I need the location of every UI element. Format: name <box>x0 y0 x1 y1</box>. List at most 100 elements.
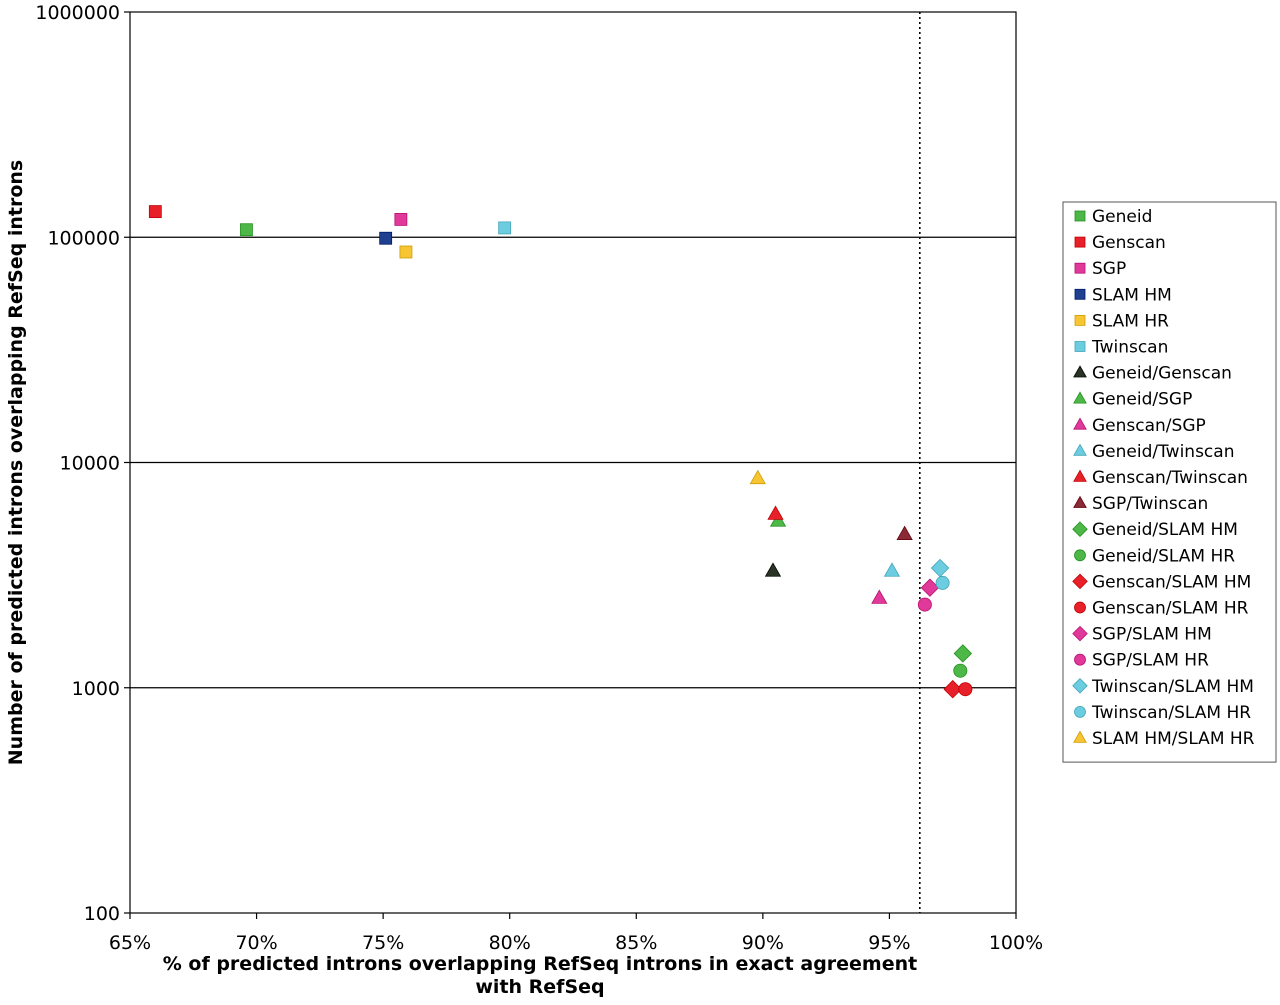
legend-label-genscan-slam-hr: Genscan/SLAM HR <box>1092 599 1249 619</box>
x-axis-title: % of predicted introns overlapping RefSe… <box>163 953 917 998</box>
point-twinscan-0 <box>498 221 512 235</box>
legend-label-geneid-genscan: Geneid/Genscan <box>1092 364 1232 384</box>
legend-item-genscan-slam-hr: Genscan/SLAM HR <box>1074 599 1249 619</box>
point-genscan-twinscan-0 <box>767 505 784 520</box>
x-tick-label-95: 95% <box>868 932 910 954</box>
legend-label-geneid-twinscan: Geneid/Twinscan <box>1092 442 1234 462</box>
point-sgp-slam-hm-0 <box>920 578 940 597</box>
legend-label-twinscan-slam-hr: Twinscan/SLAM HR <box>1091 703 1251 723</box>
point-geneid-twinscan-0 <box>883 562 901 577</box>
legend-marker-geneid <box>1074 210 1086 222</box>
point-genscan-slam-hr-0 <box>958 682 973 697</box>
legend-item-geneid-slam-hm: Geneid/SLAM HM <box>1072 520 1238 540</box>
legend-marker-twinscan <box>1074 341 1086 352</box>
legend-marker-sgp-twinscan <box>1073 495 1087 508</box>
point-twinscan-slam-hr-0 <box>935 575 950 590</box>
y-tick-label-1000: 1000 <box>72 678 120 700</box>
y-axis-title: Number of predicted introns overlapping … <box>5 160 27 765</box>
legend-marker-twinscan-slam-hr <box>1074 706 1086 718</box>
point-genscan-slam-hm-0 <box>943 680 962 699</box>
legend-item-genscan: Genscan <box>1074 233 1166 253</box>
x-tick-label-70: 70% <box>235 932 277 954</box>
y-tick-label-1000000: 1000000 <box>35 2 120 24</box>
point-geneid-genscan-0 <box>764 562 782 577</box>
y-tick-label-100: 100 <box>84 903 120 925</box>
legend-marker-slam-hm-slam-hr <box>1073 730 1087 743</box>
legend-item-geneid-sgp: Geneid/SGP <box>1073 390 1192 410</box>
legend-item-sgp-slam-hm: SGP/SLAM HM <box>1072 625 1212 645</box>
x-tick-label-85: 85% <box>615 932 657 954</box>
legend-marker-sgp-slam-hm <box>1072 625 1088 642</box>
legend-label-geneid-sgp: Geneid/SGP <box>1092 390 1192 410</box>
x-tick-label-80: 80% <box>489 932 531 954</box>
point-sgp-twinscan-0 <box>896 525 913 540</box>
x-axis-title-line-2: with RefSeq <box>475 976 604 998</box>
legend-label-slam-hr: SLAM HR <box>1092 311 1169 331</box>
legend-item-genscan-twinscan: Genscan/Twinscan <box>1073 468 1248 488</box>
legend-label-twinscan: Twinscan <box>1091 338 1168 358</box>
legend-marker-twinscan-slam-hm <box>1072 678 1088 694</box>
legend: Geneid Genscan SGP SLAM HM SLAM HR Twinscan Ge… <box>1062 201 1277 763</box>
legend-marker-genscan-twinscan <box>1073 469 1087 482</box>
legend-item-slam-hm-slam-hr: SLAM HM/SLAM HR <box>1073 729 1255 749</box>
legend-item-genscan-slam-hm: Genscan/SLAM HM <box>1072 572 1251 592</box>
legend-marker-slam-hm <box>1074 288 1086 300</box>
legend-item-twinscan-slam-hm: Twinscan/SLAM HM <box>1072 677 1254 697</box>
point-slam-hm-0 <box>379 231 393 245</box>
legend-label-sgp-twinscan: SGP/Twinscan <box>1092 494 1208 514</box>
legend-item-slam-hr: SLAM HR <box>1074 311 1169 331</box>
legend-item-genscan-sgp: Genscan/SGP <box>1073 416 1206 436</box>
legend-marker-sgp-slam-hr <box>1074 653 1086 666</box>
legend-marker-geneid-slam-hm <box>1072 521 1088 537</box>
legend-item-geneid-slam-hr: Geneid/SLAM HR <box>1074 546 1235 566</box>
legend-marker-genscan-slam-hm <box>1072 573 1088 590</box>
point-slam-hm-slam-hr-0 <box>749 469 766 485</box>
legend-item-twinscan: Twinscan <box>1074 338 1168 358</box>
point-geneid-slam-hm-0 <box>953 644 973 663</box>
point-genscan-sgp-0 <box>871 589 888 604</box>
point-slam-hr-0 <box>399 245 413 259</box>
plot-frame <box>129 11 1017 914</box>
legend-label-geneid: Geneid <box>1092 207 1152 227</box>
point-geneid-slam-hr-0 <box>953 663 968 678</box>
x-tick-label-100: 100% <box>989 932 1043 954</box>
y-tick-label-10000: 10000 <box>60 453 120 475</box>
legend-label-sgp-slam-hm: SGP/SLAM HM <box>1092 625 1212 645</box>
points-layer <box>148 205 973 699</box>
legend-item-slam-hm: SLAM HM <box>1074 285 1172 305</box>
legend-label-genscan-slam-hm: Genscan/SLAM HM <box>1092 572 1251 592</box>
legend-label-genscan-twinscan: Genscan/Twinscan <box>1092 468 1248 488</box>
x-tick-labels: 65% 70% 75% 80% 85% 90% 95% 100% <box>109 932 1043 954</box>
legend-label-sgp: SGP <box>1092 259 1126 279</box>
legend-label-genscan-sgp: Genscan/SGP <box>1092 416 1206 436</box>
legend-item-sgp-slam-hr: SGP/SLAM HR <box>1074 651 1209 671</box>
x-axis-title-line-1: % of predicted introns overlapping RefSe… <box>163 953 917 975</box>
legend-item-geneid-twinscan: Geneid/Twinscan <box>1073 442 1234 462</box>
legend-marker-genscan-sgp <box>1073 417 1087 430</box>
x-tick-label-75: 75% <box>362 932 404 954</box>
legend-marker-genscan <box>1074 236 1086 248</box>
legend-label-slam-hm: SLAM HM <box>1092 285 1172 305</box>
axis-layer <box>124 11 1017 919</box>
point-sgp-0 <box>394 213 408 226</box>
legend-marker-sgp <box>1074 262 1086 274</box>
legend-box <box>1062 201 1277 763</box>
legend-item-twinscan-slam-hr: Twinscan/SLAM HR <box>1074 703 1251 723</box>
grid-layer <box>130 236 1016 689</box>
y-tick-labels: 100 1000 10000 100000 1000000 <box>35 2 120 925</box>
point-twinscan-slam-hm-0 <box>930 558 950 578</box>
legend-item-sgp: SGP <box>1074 259 1126 279</box>
legend-item-geneid: Geneid <box>1074 207 1152 227</box>
x-tick-label-65: 65% <box>109 932 151 954</box>
y-tick-label-100000: 100000 <box>47 227 120 249</box>
legend-marker-slam-hr <box>1074 314 1086 326</box>
legend-label-geneid-slam-hr: Geneid/SLAM HR <box>1092 546 1235 566</box>
legend-marker-geneid-genscan <box>1073 365 1087 378</box>
point-geneid-0 <box>240 223 253 237</box>
legend-item-sgp-twinscan: SGP/Twinscan <box>1073 494 1208 514</box>
legend-marker-geneid-twinscan <box>1073 443 1087 456</box>
legend-marker-geneid-sgp <box>1073 391 1087 404</box>
legend-marker-geneid-slam-hr <box>1074 549 1086 562</box>
legend-marker-genscan-slam-hr <box>1074 601 1086 614</box>
